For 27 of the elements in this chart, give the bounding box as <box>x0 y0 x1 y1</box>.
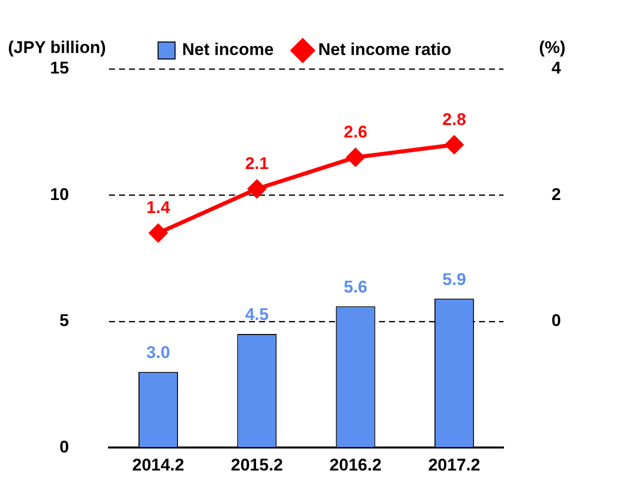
x-tick-label: 2017.2 <box>428 455 480 474</box>
x-tick-label: 2015.2 <box>230 455 283 474</box>
data-label: 5.6 <box>344 277 368 296</box>
y-tick-label: 15 <box>50 58 69 78</box>
legend-label: Net income ratio <box>318 40 452 60</box>
y2-tick-label: 0 <box>552 311 562 330</box>
x-tick-label: 2016.2 <box>330 455 382 474</box>
point <box>445 136 464 154</box>
x-tick-label: 2014.2 <box>132 455 184 474</box>
data-label: 1.4 <box>146 198 171 218</box>
legend-label: Net income <box>182 40 274 60</box>
y-tick-label: 0 <box>59 437 69 456</box>
y-axis-title: (JPY billion) <box>8 38 106 58</box>
data-label: 2.1 <box>245 154 269 174</box>
data-label: 2.8 <box>442 110 466 129</box>
y2-tick-label: 4 <box>552 58 562 78</box>
data-label: 2.6 <box>344 122 368 142</box>
point <box>149 224 168 242</box>
data-label: 3.0 <box>146 343 170 362</box>
point <box>248 180 266 198</box>
y-tick-label: 10 <box>50 184 69 204</box>
y2-axis-title: (%) <box>539 38 566 58</box>
data-label: 4.5 <box>245 305 269 324</box>
y2-tick-label: 2 <box>552 184 562 204</box>
y-tick-label: 5 <box>59 311 69 330</box>
point <box>346 148 365 166</box>
data-label: 5.9 <box>442 270 466 289</box>
